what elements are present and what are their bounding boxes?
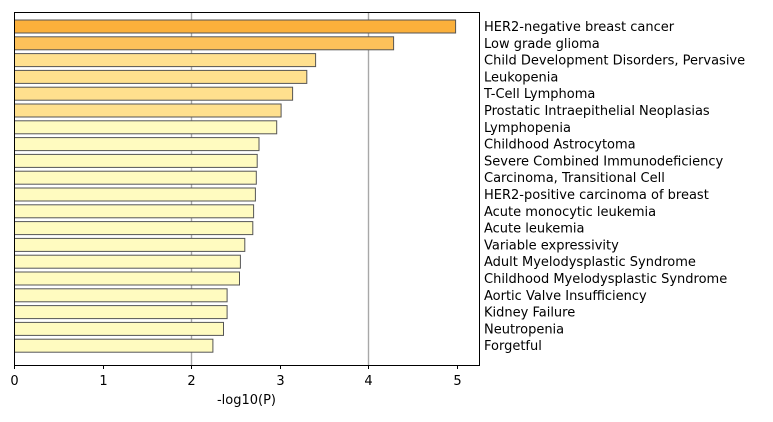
category-label: Kidney Failure: [484, 306, 575, 321]
category-label: Neutropenia: [484, 322, 564, 337]
x-tick-label: 0: [10, 374, 18, 389]
category-label: Acute monocytic leukemia: [484, 205, 656, 220]
bar: [14, 237, 246, 252]
bar: [14, 254, 241, 269]
category-label: Acute leukemia: [484, 222, 584, 237]
category-label: Low grade glioma: [484, 37, 600, 52]
category-label: Prostatic Intraepithelial Neoplasias: [484, 104, 710, 119]
bar: [14, 305, 228, 320]
category-label: HER2-negative breast cancer: [484, 20, 675, 35]
plot-frame: [14, 12, 480, 366]
bars: [14, 19, 457, 353]
category-label: Leukopenia: [484, 70, 558, 85]
bar: [14, 321, 224, 336]
bar: [14, 288, 228, 303]
bar: [14, 86, 294, 101]
bar: [14, 221, 254, 236]
x-tick-label: 4: [364, 374, 372, 389]
bar: [14, 19, 457, 34]
category-label: Forgetful: [484, 339, 542, 354]
x-tick-label: 5: [453, 374, 461, 389]
category-label: Childhood Myelodysplastic Syndrome: [484, 272, 727, 287]
bar: [14, 69, 308, 84]
bar: [14, 338, 214, 353]
bar: [14, 137, 260, 152]
bar: [14, 120, 278, 135]
category-label: T-Cell Lymphoma: [483, 87, 595, 102]
bar: [14, 204, 255, 219]
x-tick-label: 1: [99, 374, 107, 389]
x-axis-label: -log10(P): [217, 393, 276, 408]
bar: [14, 103, 282, 118]
category-label: Adult Myelodysplastic Syndrome: [484, 255, 696, 270]
bar: [14, 170, 257, 185]
category-label: Severe Combined Immunodeficiency: [484, 154, 723, 169]
x-tick-label: 3: [276, 374, 284, 389]
bar: [14, 153, 258, 168]
x-tick-label: 2: [187, 374, 195, 389]
category-label: Lymphopenia: [484, 121, 571, 136]
bar: [14, 187, 256, 202]
category-label: HER2-positive carcinoma of breast: [484, 188, 709, 203]
category-labels: HER2-negative breast cancer Low grade gli…: [483, 20, 745, 354]
bar: [14, 36, 395, 51]
bar: [14, 271, 240, 286]
category-label: Variable expressivity: [484, 238, 619, 253]
category-label: Aortic Valve Insufficiency: [484, 289, 647, 304]
category-label: Childhood Astrocytoma: [484, 138, 636, 153]
x-axis-ticks: 0 1 2 3 4 5: [10, 365, 462, 389]
bar: [14, 53, 317, 68]
category-label: Carcinoma, Transitional Cell: [484, 171, 665, 186]
category-label: Child Development Disorders, Pervasive: [484, 54, 745, 69]
